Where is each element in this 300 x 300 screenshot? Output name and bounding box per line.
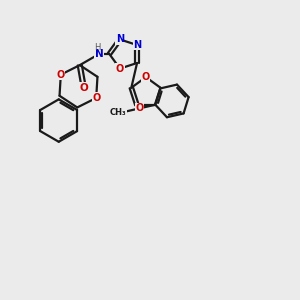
Text: O: O xyxy=(57,70,65,80)
Text: O: O xyxy=(116,64,124,74)
Text: O: O xyxy=(79,83,88,93)
Text: N: N xyxy=(116,34,124,44)
Text: N: N xyxy=(133,40,141,50)
Text: O: O xyxy=(92,93,100,103)
Text: CH₃: CH₃ xyxy=(110,108,127,117)
Text: O: O xyxy=(142,72,150,82)
Text: N: N xyxy=(95,49,103,59)
Text: H: H xyxy=(94,43,101,52)
Text: O: O xyxy=(135,103,144,113)
